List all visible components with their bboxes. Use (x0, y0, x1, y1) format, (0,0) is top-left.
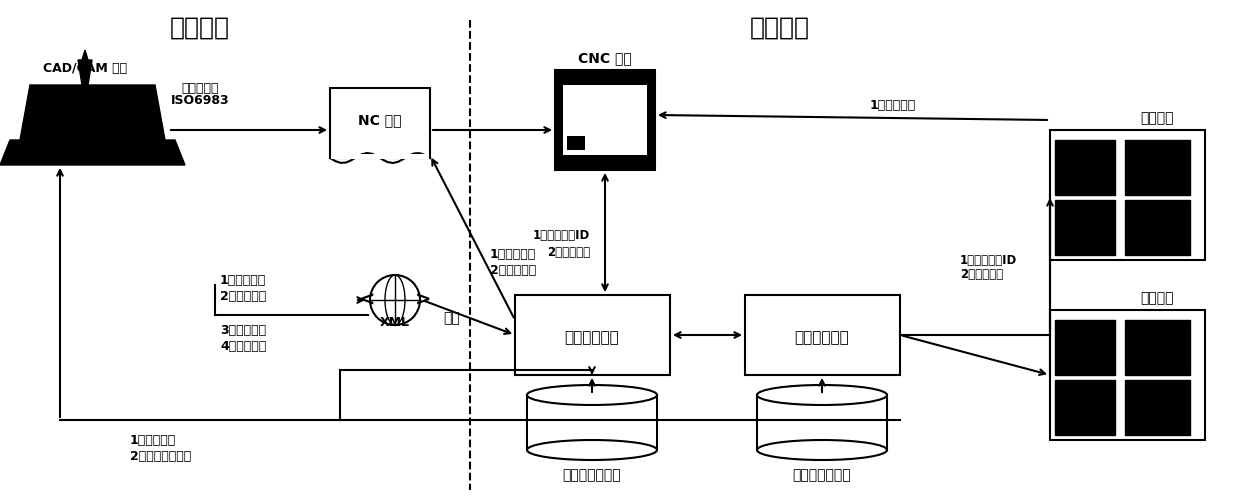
Text: CNC 核心: CNC 核心 (578, 51, 632, 65)
Bar (1055, 140, 1115, 195)
Bar (1055, 200, 1115, 255)
Bar (563, 85, 647, 155)
Bar (528, 395, 656, 450)
Text: 在线阶段: 在线阶段 (750, 16, 810, 40)
Circle shape (370, 275, 420, 325)
Text: 检测设备: 检测设备 (1141, 111, 1174, 125)
Text: 2、实际切削参数: 2、实际切削参数 (130, 450, 191, 462)
Bar (758, 395, 887, 450)
Bar (567, 136, 585, 150)
Polygon shape (78, 60, 92, 85)
Text: 离线阶段: 离线阶段 (170, 16, 229, 40)
Bar (1125, 200, 1190, 255)
Polygon shape (20, 85, 165, 140)
Polygon shape (0, 140, 185, 165)
Ellipse shape (756, 385, 887, 405)
FancyBboxPatch shape (745, 295, 900, 375)
Bar (527, 395, 657, 450)
Text: 中间特征公差库: 中间特征公差库 (563, 468, 621, 482)
Bar (1125, 140, 1190, 195)
FancyBboxPatch shape (330, 88, 430, 158)
Text: CAD/CAM 环境: CAD/CAM 环境 (43, 61, 126, 74)
Text: 1、监测结果: 1、监测结果 (130, 434, 176, 447)
Polygon shape (82, 50, 88, 60)
Bar (1125, 380, 1190, 435)
Bar (1125, 320, 1190, 375)
Text: ISO6983: ISO6983 (171, 94, 229, 107)
Text: >: > (415, 291, 432, 309)
Text: 1、几何信息: 1、几何信息 (219, 274, 267, 287)
Ellipse shape (527, 385, 657, 405)
Bar (756, 395, 887, 450)
Text: 1、刀轨修改: 1、刀轨修改 (490, 248, 536, 262)
Text: XML: XML (379, 315, 410, 328)
Text: 服务软件单元: 服务软件单元 (795, 330, 849, 346)
Text: <: < (358, 291, 376, 309)
Text: 1、当前特征ID: 1、当前特征ID (533, 228, 590, 241)
Text: 3、检测信息: 3、检测信息 (219, 323, 267, 337)
Text: 基于特征的: 基于特征的 (181, 81, 218, 95)
Text: 2、加工参数: 2、加工参数 (960, 269, 1003, 282)
Text: 检测设备: 检测设备 (1141, 291, 1174, 305)
Bar (556, 70, 655, 170)
Bar (331, 153, 429, 158)
Text: 映射: 映射 (443, 311, 460, 325)
Text: 监测安全域值库: 监测安全域值库 (792, 468, 852, 482)
Ellipse shape (756, 440, 887, 460)
Ellipse shape (527, 440, 657, 460)
FancyBboxPatch shape (515, 295, 670, 375)
Text: 1、紧急指令: 1、紧急指令 (870, 99, 916, 112)
Text: 4、监测信息: 4、监测信息 (219, 340, 267, 353)
Text: 1、当前特征ID: 1、当前特征ID (960, 254, 1017, 267)
FancyBboxPatch shape (1050, 310, 1205, 440)
Text: 2、加工参数: 2、加工参数 (547, 245, 590, 259)
Text: NC 程序: NC 程序 (358, 113, 402, 127)
Bar (1055, 380, 1115, 435)
Text: 2、工艺信息: 2、工艺信息 (219, 290, 267, 302)
FancyBboxPatch shape (1050, 130, 1205, 260)
Text: 特征软件单元: 特征软件单元 (564, 330, 619, 346)
Bar (1055, 320, 1115, 375)
Text: 2、刀轨补偿: 2、刀轨补偿 (490, 265, 536, 278)
